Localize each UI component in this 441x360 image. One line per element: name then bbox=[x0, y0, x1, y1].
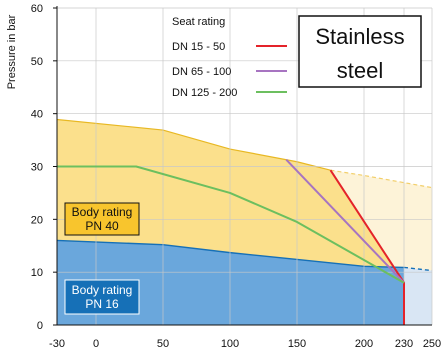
y-tick-label: 50 bbox=[31, 56, 43, 68]
seat-rating-lines bbox=[57, 158, 405, 325]
body-rating-pn40-box bbox=[64, 202, 140, 236]
x-tick-label: 250 bbox=[423, 338, 441, 350]
y-axis-label: Pressure in bar bbox=[6, 14, 18, 89]
body-rating-pn16-label: Body rating PN 16 bbox=[64, 279, 140, 315]
body-rating-pn16-line-1: Body rating bbox=[72, 283, 133, 297]
rating-areas bbox=[56, 118, 433, 325]
legend-title: Seat rating bbox=[172, 16, 225, 28]
x-tick-label: 50 bbox=[157, 338, 169, 350]
body-rating-pn40-label: Body rating PN 40 bbox=[64, 202, 140, 236]
material-annotation: Stainless steel bbox=[298, 15, 422, 88]
y-tick-label: 40 bbox=[31, 109, 43, 121]
body-rating-pn16-line-2: PN 16 bbox=[85, 297, 119, 311]
legend-entry-dn-65-100: DN 65 - 100 bbox=[172, 66, 231, 78]
x-tick-label: 0 bbox=[93, 338, 99, 350]
y-tick-label: 30 bbox=[31, 162, 43, 174]
x-tick-label: 230 bbox=[395, 338, 413, 350]
y-tick-label: 10 bbox=[31, 267, 43, 279]
material-line-1: Stainless bbox=[315, 24, 404, 49]
x-tick-label: 100 bbox=[221, 338, 239, 350]
body-rating-pn40-line-2: PN 40 bbox=[85, 219, 119, 233]
body-rating-pn16-box bbox=[64, 279, 140, 315]
y-tick-label: 0 bbox=[37, 320, 43, 332]
seat-rating-line-1 bbox=[285, 158, 405, 284]
x-tick-label: 200 bbox=[355, 338, 373, 350]
y-tick-label: 20 bbox=[31, 214, 43, 226]
seat-rating-line-2 bbox=[57, 165, 405, 284]
body-rating-pn16-boundary bbox=[56, 239, 405, 269]
body-rating-pn40-line-1: Body rating bbox=[72, 205, 133, 219]
tick-labels: 0 10 20 30 40 50 60 -30 0 50 100 150 200 230 250 bbox=[31, 3, 441, 350]
y-tick-label: 60 bbox=[31, 3, 43, 15]
material-line-2: steel bbox=[337, 58, 383, 83]
legend-entry-dn-15-50: DN 15 - 50 bbox=[172, 41, 225, 53]
legend-entry-dn-125-200: DN 125 - 200 bbox=[172, 87, 237, 99]
body-rating-pn16-extension-area bbox=[404, 267, 432, 325]
legend: Seat rating DN 15 - 50 DN 65 - 100 DN 12… bbox=[172, 16, 287, 99]
x-tick-label: 150 bbox=[288, 338, 306, 350]
x-tick-label: -30 bbox=[49, 338, 65, 350]
body-rating-pn16-extension-boundary bbox=[403, 266, 433, 272]
material-annotation-box bbox=[298, 15, 422, 88]
body-rating-pn40-extension-boundary bbox=[330, 169, 433, 189]
